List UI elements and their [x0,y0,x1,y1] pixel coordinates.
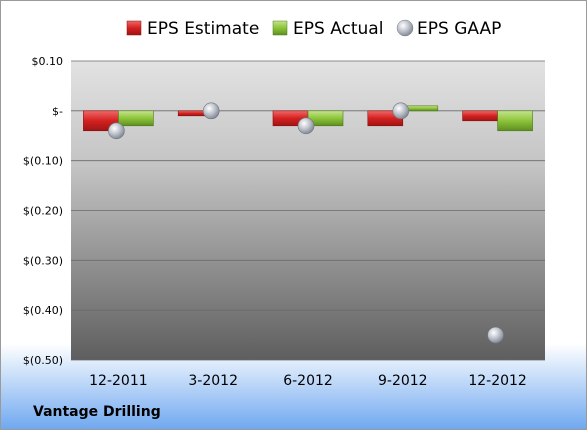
y-tick-label: $(0.10) [23,155,63,168]
eps-gaap-marker [108,122,125,140]
y-tick-label: $- [52,105,63,118]
eps-estimate-bar [462,110,498,122]
legend-item-actual: EPS Actual [272,19,383,39]
y-tick-label: $(0.40) [23,304,63,317]
eps-gaap-marker [202,102,220,120]
legend-item-estimate: EPS Estimate [126,19,259,39]
x-tick-label: 9-2012 [378,373,428,389]
x-tick-label: 3-2012 [188,373,238,389]
eps-actual-bar [497,110,533,132]
eps-gaap-marker [487,326,504,344]
y-tick-label: $0.10 [32,55,64,68]
x-tick-label: 6-2012 [283,373,333,389]
bars [83,105,533,132]
y-axis-ticks: $0.10 $- $(0.10) $(0.20) $(0.30) $(0.40) $(0.5… [23,55,63,367]
x-axis-ticks: 12-2011 3-2012 6-2012 9-2012 12-2012 [89,373,527,389]
legend-label-gaap: EPS GAAP [417,19,501,39]
company-name: Vantage Drilling [33,404,161,420]
legend: EPS Estimate EPS Actual EPS GAAP [126,19,501,39]
eps-actual-bar [118,110,154,127]
legend-swatch-estimate [126,20,142,36]
y-tick-label: $(0.50) [23,354,63,367]
gaap-markers [108,102,504,344]
legend-label-actual: EPS Actual [293,19,383,39]
eps-gaap-marker [297,117,315,135]
legend-item-gaap: EPS GAAP [396,19,501,39]
x-tick-label: 12-2012 [468,373,527,389]
legend-swatch-actual [272,20,288,36]
eps-gaap-marker [392,102,410,120]
y-tick-label: $(0.20) [23,205,63,218]
x-tick-label: 12-2011 [89,373,148,389]
legend-label-estimate: EPS Estimate [147,19,259,39]
y-tick-label: $(0.30) [23,254,63,267]
legend-marker-gaap [396,19,414,37]
